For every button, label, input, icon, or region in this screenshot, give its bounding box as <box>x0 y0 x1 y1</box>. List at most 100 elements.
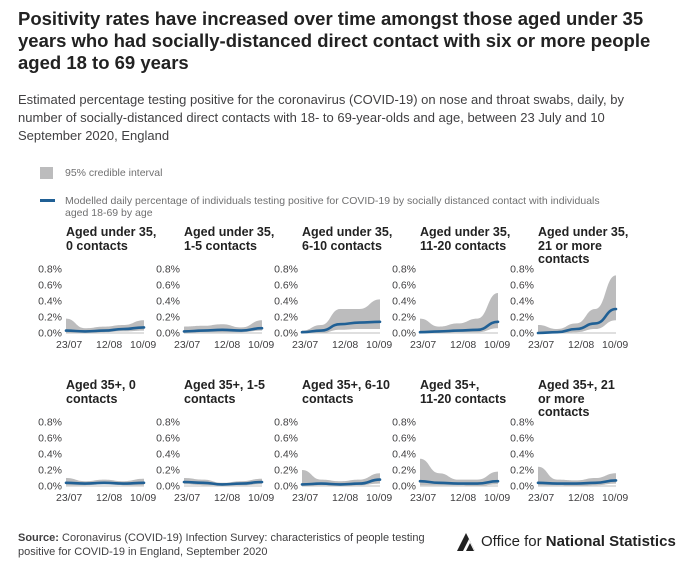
y-tick-label: 0.2% <box>156 312 180 324</box>
y-tick-label: 0.8% <box>274 264 298 276</box>
x-tick-label: 10/09 <box>248 492 274 504</box>
x-tick-label: 23/07 <box>528 492 554 504</box>
y-tick-label: 0.4% <box>392 449 416 461</box>
panel-title-4: Aged under 35, 11-20 contacts <box>420 225 530 253</box>
x-tick-label: 10/09 <box>602 339 628 351</box>
y-tick-label: 0.0% <box>274 481 298 493</box>
modelled-line <box>182 326 264 333</box>
panel-title-8: Aged 35+, 6-10 contacts <box>302 378 412 406</box>
credible-interval-band <box>538 275 616 333</box>
panel-title-line: Aged 35+, 6-10 <box>302 378 390 392</box>
y-tick-label: 0.6% <box>156 280 180 292</box>
x-tick-label: 23/07 <box>292 339 318 351</box>
panel-title-line: Aged under 35, <box>66 225 157 239</box>
source-note: Source: Coronavirus (COVID-19) Infection… <box>18 531 448 559</box>
modelled-line <box>64 326 146 333</box>
modelled-line <box>418 479 500 485</box>
panel-title-line: 0 contacts <box>66 238 128 253</box>
y-tick-label: 0.4% <box>510 449 534 461</box>
y-tick-label: 0.4% <box>274 449 298 461</box>
x-tick-label: 10/09 <box>130 492 156 504</box>
y-tick-label: 0.4% <box>274 296 298 308</box>
modelled-line <box>536 307 618 335</box>
panel-title-line: Aged under 35, <box>420 225 511 239</box>
panel-title-line: Aged 35+, 21 <box>538 378 615 392</box>
y-tick-label: 0.2% <box>510 312 534 324</box>
y-tick-label: 0.2% <box>392 465 416 477</box>
x-tick-label: 12/08 <box>332 339 358 351</box>
y-tick-label: 0.6% <box>156 433 180 445</box>
panel-title-line: contacts <box>302 391 354 406</box>
legend-line-swatch <box>40 199 55 202</box>
y-tick-label: 0.2% <box>38 465 62 477</box>
x-tick-label: 23/07 <box>174 339 200 351</box>
x-tick-label: 10/09 <box>366 492 392 504</box>
x-tick-label: 12/08 <box>568 492 594 504</box>
y-tick-label: 0.4% <box>510 296 534 308</box>
y-tick-label: 0.8% <box>510 264 534 276</box>
panel-title-line: Aged 35+, 1-5 <box>184 378 265 392</box>
panel-title-5: Aged under 35, 21 or more contacts <box>538 225 648 267</box>
modelled-line <box>64 481 146 485</box>
credible-interval-band <box>538 466 616 486</box>
panel-title-9: Aged 35+, 11-20 contacts <box>420 378 530 406</box>
y-tick-label: 0.6% <box>38 433 62 445</box>
y-tick-label: 0.8% <box>156 417 180 429</box>
x-tick-label: 10/09 <box>602 492 628 504</box>
y-tick-label: 0.0% <box>156 481 180 493</box>
y-tick-label: 0.0% <box>38 481 62 493</box>
panel-title-2: Aged under 35, 1-5 contacts <box>184 225 294 253</box>
panel-title-line: Aged under 35, <box>302 225 393 239</box>
panel-title-line: contacts <box>184 391 236 406</box>
y-tick-label: 0.2% <box>156 465 180 477</box>
chart-subtitle: Estimated percentage testing positive fo… <box>18 92 625 143</box>
y-tick-label: 0.2% <box>392 312 416 324</box>
x-tick-label: 10/09 <box>366 339 392 351</box>
y-tick-label: 0.2% <box>274 465 298 477</box>
y-tick-label: 0.6% <box>392 280 416 292</box>
y-tick-label: 0.0% <box>392 481 416 493</box>
panel-title-line: contacts <box>538 405 590 419</box>
panel-title-6: Aged 35+, 0 contacts <box>66 378 176 406</box>
legend-ci-swatch <box>40 167 53 179</box>
credible-interval-band <box>420 293 498 333</box>
y-tick-label: 0.8% <box>392 264 416 276</box>
y-tick-label: 0.8% <box>156 264 180 276</box>
panel-title-1: Aged under 35, 0 contacts <box>66 225 176 253</box>
y-tick-label: 0.6% <box>510 280 534 292</box>
modelled-line <box>418 320 500 334</box>
modelled-line <box>300 478 382 486</box>
credible-interval-band <box>302 299 380 333</box>
chart-title: Positivity rates have increased over tim… <box>18 8 651 73</box>
x-tick-label: 12/08 <box>96 339 122 351</box>
source-label: Source: <box>18 532 59 544</box>
y-tick-label: 0.6% <box>392 433 416 445</box>
panel-title-line: contacts <box>538 252 590 266</box>
y-tick-label: 0.2% <box>274 312 298 324</box>
y-tick-label: 0.8% <box>274 417 298 429</box>
panel-title-line: 11-20 contacts <box>420 391 507 406</box>
y-tick-label: 0.2% <box>38 312 62 324</box>
x-tick-label: 12/08 <box>568 339 594 351</box>
panel-title-line: 11-20 contacts <box>420 238 507 253</box>
x-tick-label: 12/08 <box>214 492 240 504</box>
y-tick-label: 0.0% <box>510 328 534 340</box>
x-tick-label: 12/08 <box>450 339 476 351</box>
panel-title-line: contacts <box>66 391 118 406</box>
x-tick-label: 12/08 <box>96 492 122 504</box>
x-tick-label: 23/07 <box>56 339 82 351</box>
y-tick-label: 0.4% <box>156 449 180 461</box>
ons-logo: Office for National Statistics <box>455 531 676 553</box>
x-tick-label: 12/08 <box>332 492 358 504</box>
panel-title-3: Aged under 35, 6-10 contacts <box>302 225 412 253</box>
ons-logo-bold: National Statistics <box>545 533 676 550</box>
x-tick-label: 10/09 <box>484 339 510 351</box>
ons-logo-text: Office for National Statistics <box>481 533 676 550</box>
y-tick-label: 0.4% <box>156 296 180 308</box>
x-tick-label: 23/07 <box>528 339 554 351</box>
y-tick-label: 0.8% <box>392 417 416 429</box>
x-tick-label: 12/08 <box>450 492 476 504</box>
credible-interval-band <box>302 470 380 486</box>
y-tick-label: 0.8% <box>510 417 534 429</box>
y-tick-label: 0.2% <box>510 465 534 477</box>
